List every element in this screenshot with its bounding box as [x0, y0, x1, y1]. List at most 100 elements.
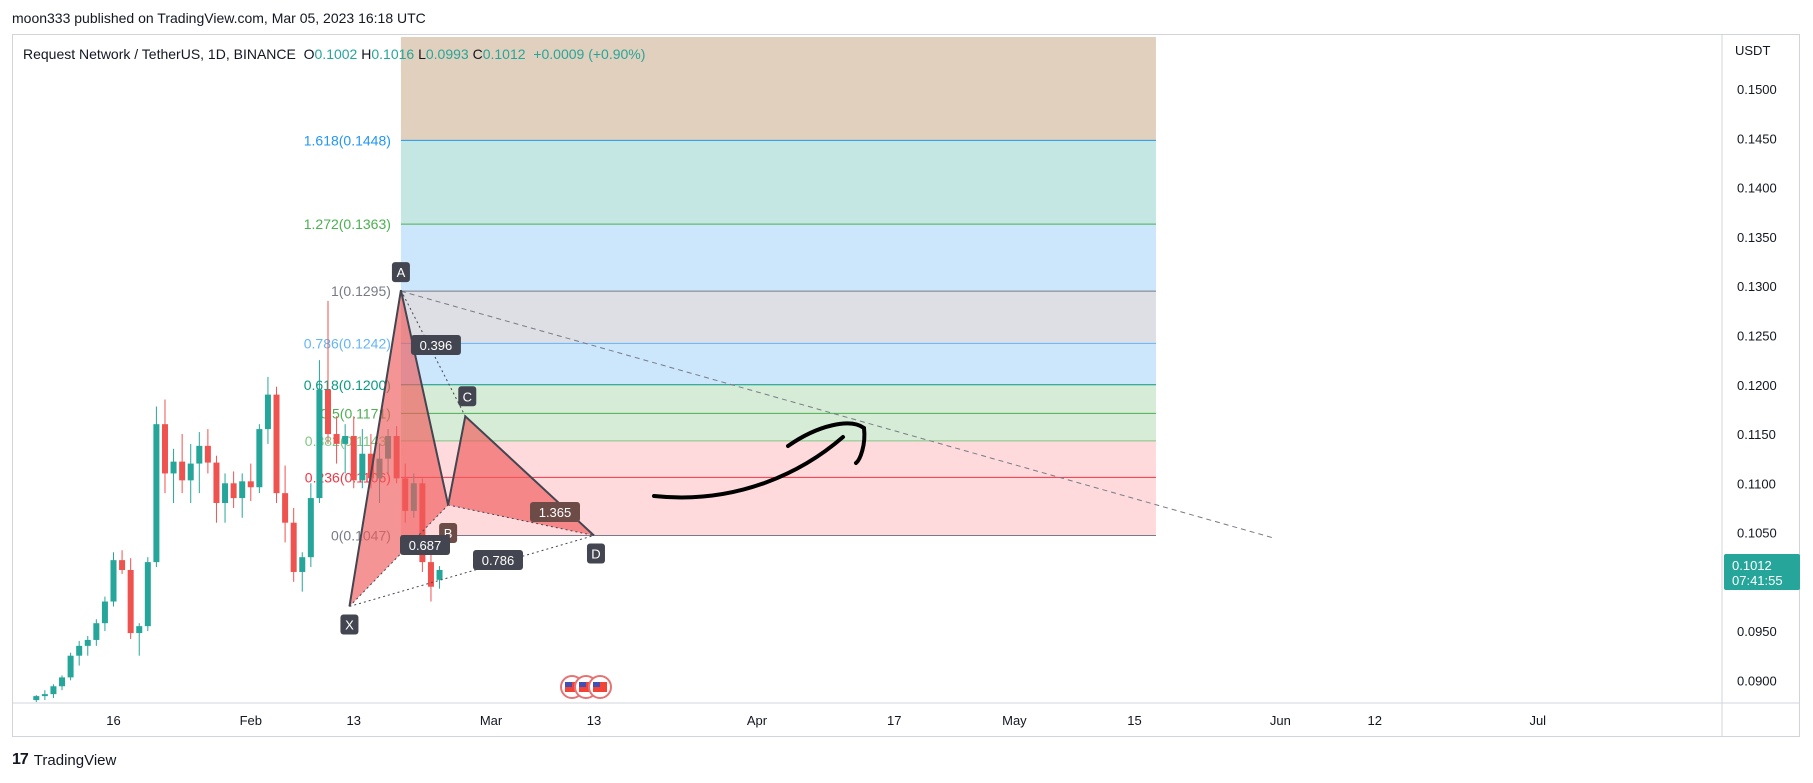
time-tick: 13 — [347, 713, 361, 728]
candle-body — [307, 498, 314, 558]
point-label-x: X — [345, 617, 354, 632]
point-label-b: B — [444, 526, 453, 541]
fib-zone — [400, 291, 1156, 344]
candle-body — [127, 569, 134, 634]
brand-name: TradingView — [33, 751, 117, 769]
point-label-c: C — [463, 389, 472, 404]
fib-zone — [400, 343, 1156, 385]
fib-zone — [400, 140, 1156, 225]
fib-zone-top — [400, 36, 1156, 141]
harmonic-pattern[interactable]: X A B C D 0.396 0.687 0.786 1.365 — [340, 262, 605, 635]
candle-body — [316, 389, 323, 499]
price-tick: 0.1150 — [1737, 427, 1776, 442]
fib-level-label: 1.618(0.1448) — [304, 132, 391, 148]
time-tick: Jun — [1270, 713, 1291, 728]
ratio-bd-bg — [530, 502, 580, 522]
time-tick: Mar — [480, 713, 503, 728]
currency-label: USDT — [1735, 43, 1770, 58]
time-tick: 13 — [587, 713, 601, 728]
trend-line[interactable] — [400, 290, 1272, 538]
time-tick: 12 — [1368, 713, 1382, 728]
candle-body — [273, 394, 280, 494]
us-flag-canton — [593, 682, 600, 687]
fib-zone — [400, 413, 1156, 441]
diagonal-dashed-line[interactable] — [400, 290, 1272, 538]
time-tick: Jul — [1529, 713, 1546, 728]
candle-body — [196, 445, 203, 464]
candle-body — [84, 639, 91, 646]
price-tick: 0.1050 — [1737, 526, 1777, 541]
last-price-tag: 0.1012 — [1732, 558, 1772, 573]
candle-body — [325, 389, 331, 435]
candle-body — [282, 493, 289, 523]
pattern-xb-line — [349, 504, 449, 607]
candle-body — [299, 557, 306, 572]
candle-body — [41, 694, 48, 697]
point-label-a: A — [397, 265, 406, 280]
symbol-header: Request Network / TetherUS, 1D, BINANCE … — [23, 46, 645, 62]
candle-body — [359, 453, 366, 481]
candle-body — [333, 434, 340, 444]
candle-body — [290, 522, 297, 572]
time-tick: May — [1002, 713, 1027, 728]
us-flag-canton — [579, 682, 586, 687]
fib-zone — [400, 224, 1156, 292]
price-tick: 0.0900 — [1737, 673, 1777, 688]
time-tick: 17 — [887, 713, 901, 728]
fib-extension[interactable]: 1.618(0.1448) 1.272(0.1363) 1(0.1295) 0.786… — [304, 36, 1156, 544]
ohlc-open-label: O — [303, 46, 315, 62]
publish-info: moon333 published on TradingView.com, Ma… — [12, 10, 426, 26]
candle-body — [264, 394, 271, 430]
fib-level-label: 0.5(0.1171) — [320, 405, 391, 421]
point-label-d: D — [591, 547, 600, 562]
time-tick: 16 — [106, 713, 120, 728]
us-flag-canton — [565, 682, 572, 687]
ohlc-low-label: L — [418, 46, 426, 62]
candle-body — [93, 623, 100, 640]
drawing-arrow[interactable] — [652, 421, 867, 500]
pattern-triangle-xab[interactable] — [349, 290, 449, 607]
tradingview-logo[interactable]: 17 TradingView — [12, 751, 116, 769]
point-label-a-bg — [391, 262, 410, 283]
point-label-c-bg — [458, 386, 477, 407]
candle-body — [144, 562, 151, 627]
candle-body — [179, 461, 186, 481]
price-tick: 0.1400 — [1737, 181, 1777, 196]
candle-body — [33, 696, 40, 701]
price-tick: 0.1100 — [1737, 476, 1776, 491]
ratio-xb: 0.687 — [409, 538, 442, 553]
arrow-head[interactable] — [786, 421, 867, 465]
price-chart[interactable]: 1.618(0.1448) 1.272(0.1363) 1(0.1295) 0.786… — [0, 0, 1813, 740]
economic-events[interactable] — [560, 675, 612, 699]
price-tick: 0.1250 — [1737, 329, 1777, 344]
ohlc-high-label: H — [361, 46, 372, 62]
candle-body — [213, 462, 220, 503]
candle-body — [136, 626, 143, 634]
ohlc-open: 0.1002 — [314, 46, 358, 62]
candles — [33, 301, 443, 703]
candle-body — [247, 481, 254, 488]
ohlc-low: 0.0993 — [425, 46, 469, 62]
candle-body — [367, 453, 374, 479]
candle-body — [153, 424, 160, 563]
price-axis[interactable]: USDT 0.1500 0.1450 0.1400 0.1350 0.1300 0.1250… — [1721, 35, 1800, 737]
ratio-ab: 0.396 — [420, 338, 453, 353]
ratio-xd-bg — [473, 550, 523, 570]
candle-body — [230, 483, 237, 499]
fib-level-label: 1.272(0.1363) — [304, 216, 391, 232]
candle-body — [110, 560, 117, 602]
last-price-tag-bg[interactable] — [1724, 553, 1800, 590]
chart-frame[interactable] — [12, 34, 1800, 737]
candle-body — [222, 483, 229, 503]
price-tick: 0.1500 — [1737, 82, 1777, 97]
point-label-d-bg — [586, 543, 605, 564]
countdown-tag: 07:41:55 — [1732, 573, 1783, 588]
ohlc-close: 0.1012 — [482, 46, 526, 62]
candle-body — [119, 560, 126, 570]
time-tick: Feb — [240, 713, 262, 728]
curved-arrow[interactable] — [652, 435, 845, 500]
fib-zone — [400, 440, 1156, 478]
time-axis[interactable]: 16 Feb 13 Mar 13 Apr 17 May 15 Jun 12 Jul — [12, 702, 1800, 728]
fib-level-label: 1(0.1295) — [331, 283, 391, 299]
ohlc-close-label: C — [472, 46, 483, 62]
